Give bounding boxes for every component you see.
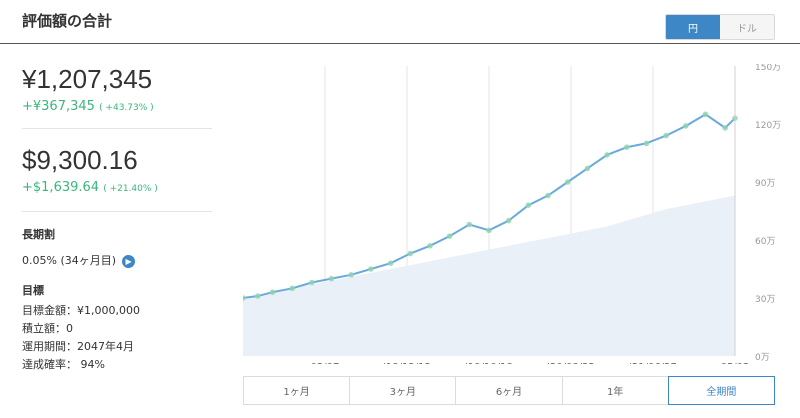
value-point: [683, 123, 689, 129]
usd-gain: +$1,639.64 ( +21.40% ): [22, 180, 212, 195]
value-point: [387, 260, 394, 266]
goal-label: 目標: [22, 284, 44, 297]
value-point: [505, 217, 512, 224]
value-point: [604, 152, 610, 158]
value-point: [289, 285, 295, 292]
x-tick-label: 05/02: [721, 362, 750, 364]
value-point: [427, 243, 433, 249]
currency-yen-button[interactable]: 円: [666, 15, 720, 39]
value-point: [254, 293, 261, 299]
goal-contribution: 積立額：0: [22, 322, 73, 335]
usd-summary: $9,300.16 +$1,639.64 ( +21.40% ): [22, 129, 212, 212]
yen-summary: ¥1,207,345 +¥367,345 ( +43.73% ): [22, 44, 212, 129]
y-tick-label: 60万: [755, 237, 775, 247]
value-point: [466, 221, 473, 228]
page-title: 評価額の合計: [22, 12, 113, 30]
goal-probability: 達成確率： 94%: [22, 358, 105, 371]
value-point: [564, 179, 571, 185]
goal-period: 運用期間：2047年4月: [22, 340, 134, 353]
arrow-right-icon[interactable]: ▶: [122, 254, 136, 268]
value-point: [722, 125, 728, 131]
range-6-months-button[interactable]: 6ヶ月: [456, 377, 563, 404]
contribution-area: [243, 195, 735, 356]
x-tick-label: '19/10/18: [465, 362, 513, 364]
usd-gain-amount: +$1,639.64: [22, 180, 100, 195]
value-point: [328, 275, 335, 282]
discount-row: 0.05% (34ヶ月目) ▶: [22, 252, 212, 268]
x-tick-label: 02/07: [311, 362, 340, 364]
y-tick-label: 120万: [755, 121, 781, 131]
header-divider: [0, 43, 800, 44]
value-point: [663, 132, 669, 139]
value-point: [407, 250, 414, 257]
goal-section: 目標 目標金額：¥1,000,000 積立額：0 運用期間：2047年4月 達成…: [22, 276, 212, 374]
value-point: [446, 233, 453, 239]
x-tick-label: '21/06/27: [629, 362, 677, 364]
range-3-months-button[interactable]: 3ヶ月: [350, 377, 457, 404]
x-tick-label: '20/08/22: [547, 362, 595, 364]
asset-value-chart: 0万 30万 60万 90万 120万 150万 02/07 '18/12/13 '19/10/…: [243, 64, 781, 364]
yen-gain-amount: +¥367,345: [22, 99, 95, 114]
x-tick-label: '18/12/13: [383, 362, 431, 364]
value-point: [243, 295, 246, 301]
value-point: [486, 227, 492, 234]
y-tick-label: 30万: [755, 295, 775, 305]
currency-dollar-button[interactable]: ドル: [720, 15, 774, 39]
yen-total-value: ¥1,207,345: [22, 64, 153, 94]
range-1-month-button[interactable]: 1ヶ月: [244, 377, 351, 404]
range-1-year-button[interactable]: 1年: [563, 377, 669, 404]
range-all-button[interactable]: 全期間: [667, 376, 776, 405]
usd-total-value: $9,300.16: [22, 145, 138, 175]
currency-toggle: 円 ドル: [665, 14, 775, 40]
value-point: [545, 192, 551, 199]
period-selector: 1ヶ月 3ヶ月 6ヶ月 1年 全期間: [243, 376, 776, 405]
y-tick-label: 150万: [755, 64, 781, 73]
value-point: [309, 279, 315, 286]
value-point: [623, 144, 630, 150]
usd-gain-percent: ( +21.40% ): [103, 184, 158, 194]
discount-label: 長期割: [22, 228, 55, 241]
yen-gain-percent: ( +43.73% ): [99, 103, 154, 113]
goal-details: 目標金額：¥1,000,000 積立額：0 運用期間：2047年4月 達成確率：…: [22, 302, 212, 374]
y-tick-label: 90万: [755, 179, 775, 189]
value-point: [702, 111, 709, 118]
y-tick-label: 0万: [755, 353, 770, 363]
value-point: [643, 140, 650, 147]
goal-amount: 目標金額：¥1,000,000: [22, 304, 140, 317]
value-point: [348, 272, 355, 278]
discount-value: 0.05% (34ヶ月目): [22, 254, 117, 267]
value-point: [368, 266, 374, 272]
discount-section: 長期割 0.05% (34ヶ月目) ▶: [22, 212, 212, 276]
value-point: [525, 202, 532, 208]
summary-panel: ¥1,207,345 +¥367,345 ( +43.73% ) $9,300.…: [22, 44, 212, 374]
value-point: [584, 165, 591, 172]
value-point: [269, 289, 276, 295]
yen-gain: +¥367,345 ( +43.73% ): [22, 99, 212, 114]
